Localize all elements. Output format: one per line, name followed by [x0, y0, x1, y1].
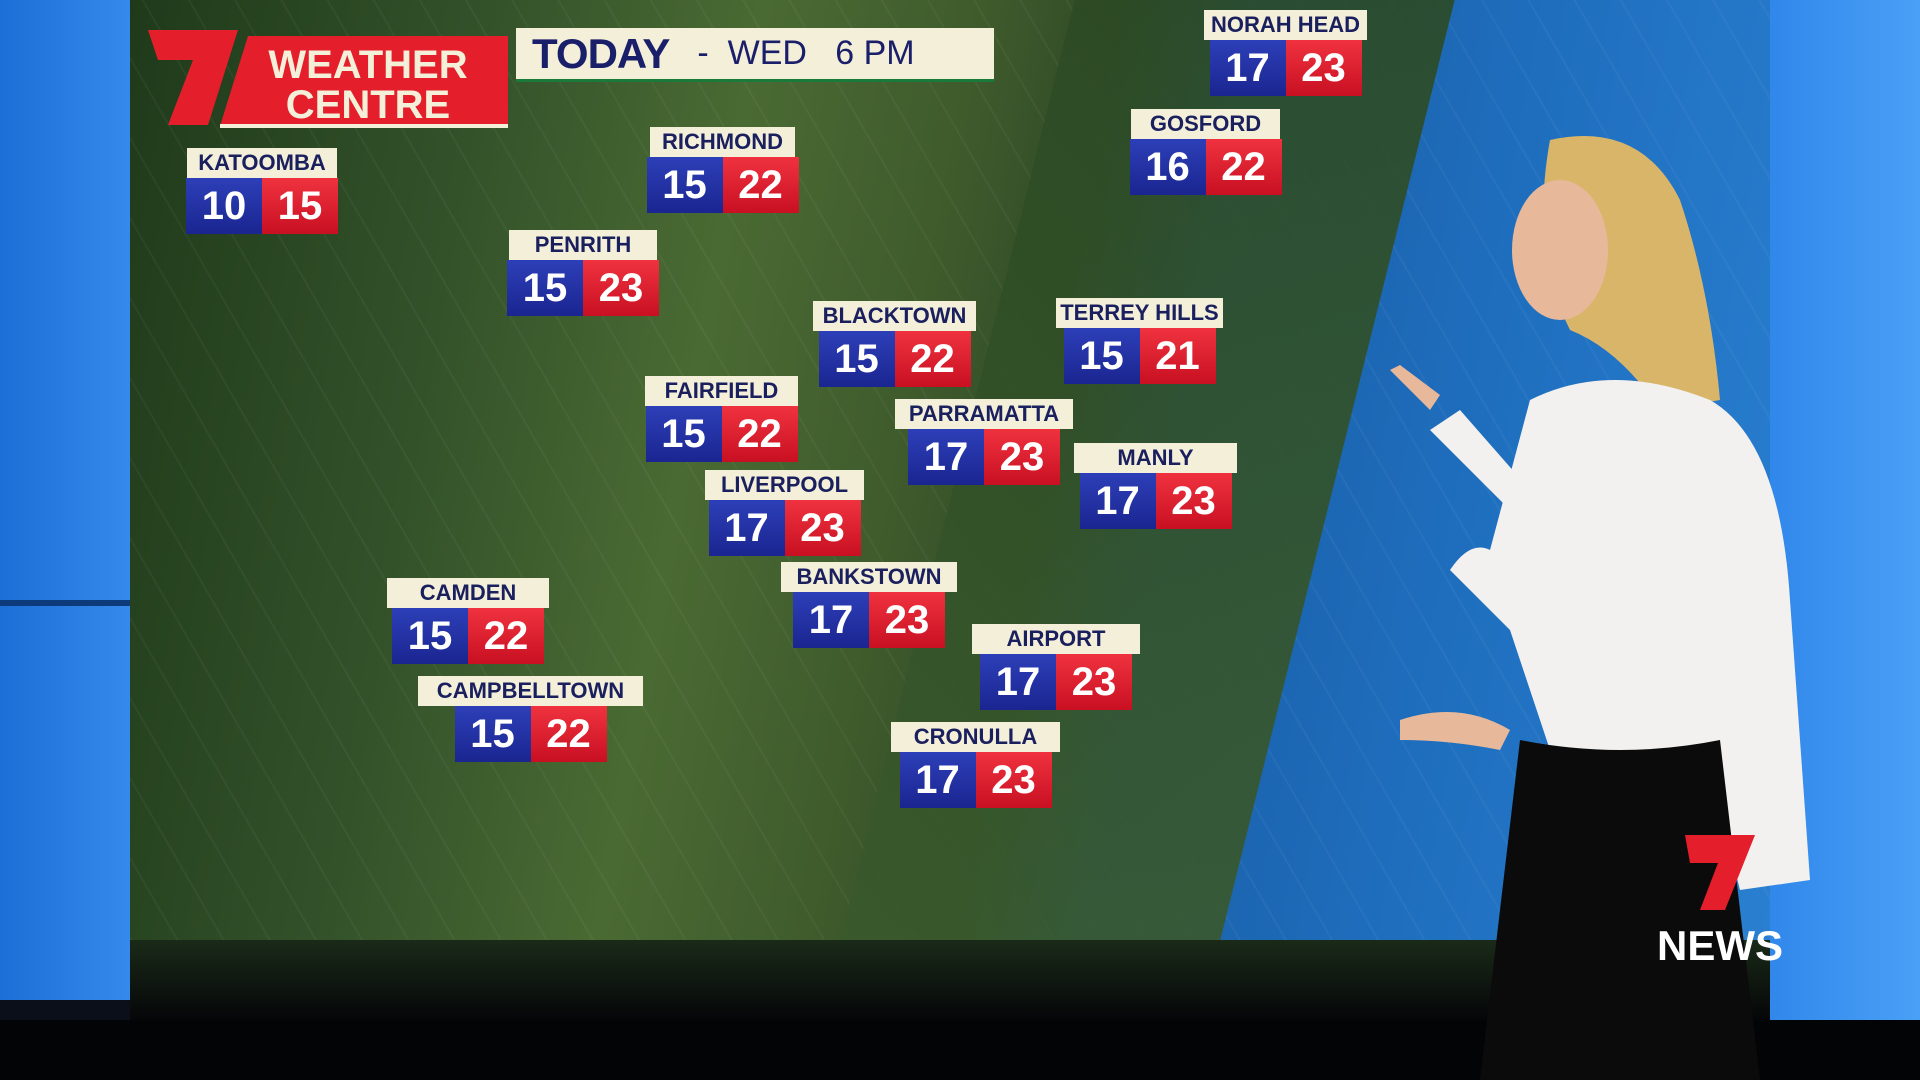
station-forecast: TERREY HILLS 15 21	[1056, 298, 1223, 384]
presenter	[1390, 136, 1810, 1080]
seven-logo-icon	[148, 30, 238, 125]
min-temp: 17	[1079, 473, 1156, 529]
station-name: PENRITH	[509, 230, 657, 260]
7news-logo: NEWS	[1657, 835, 1783, 969]
title-today: TODAY	[532, 29, 670, 77]
station-forecast: AIRPORT 17 23	[972, 624, 1140, 710]
temperature-pair: 15 22	[818, 331, 971, 387]
station-name: NORAH HEAD	[1204, 10, 1367, 40]
seven-logo-icon	[1685, 835, 1755, 910]
station-forecast: CAMPBELLTOWN 15 22	[418, 676, 643, 762]
max-temp: 15	[262, 178, 338, 234]
station-name: PARRAMATTA	[895, 399, 1073, 429]
station-name: BANKSTOWN	[781, 562, 957, 592]
temperature-pair: 17 23	[980, 654, 1132, 710]
station-name: BLACKTOWN	[813, 301, 976, 331]
station-name: CAMPBELLTOWN	[418, 676, 643, 706]
temperature-pair: 15 23	[507, 260, 659, 316]
station-forecast: RICHMOND 15 22	[646, 127, 799, 213]
temperature-pair: 17 23	[899, 752, 1052, 808]
temperature-pair: 15 22	[454, 706, 607, 762]
station-forecast: BLACKTOWN 15 22	[813, 301, 976, 387]
station-forecast: CAMDEN 15 22	[387, 578, 549, 664]
max-temp: 23	[975, 752, 1052, 808]
min-temp: 15	[507, 260, 583, 316]
min-temp: 10	[186, 178, 262, 234]
max-temp: 22	[1205, 139, 1282, 195]
temperature-pair: 16 22	[1129, 139, 1282, 195]
temperature-pair: 15 21	[1063, 328, 1216, 384]
station-forecast: MANLY 17 23	[1074, 443, 1237, 529]
min-temp: 15	[646, 157, 723, 213]
min-temp: 17	[980, 654, 1056, 710]
min-temp: 17	[1209, 40, 1286, 96]
station-forecast: PENRITH 15 23	[507, 230, 659, 316]
station-name: GOSFORD	[1131, 109, 1280, 139]
max-temp: 22	[468, 608, 544, 664]
min-temp: 15	[454, 706, 531, 762]
station-name: CRONULLA	[891, 722, 1060, 752]
temperature-pair: 17 23	[1079, 473, 1232, 529]
max-temp: 23	[984, 429, 1060, 485]
station-name: CAMDEN	[387, 578, 549, 608]
max-temp: 22	[530, 706, 607, 762]
max-temp: 22	[894, 331, 971, 387]
weather-centre-logo: WEATHER CENTRE	[148, 30, 508, 128]
max-temp: 23	[1155, 473, 1232, 529]
temperature-pair: 15 22	[392, 608, 544, 664]
station-name: KATOOMBA	[187, 148, 337, 178]
station-name: TERREY HILLS	[1056, 298, 1223, 328]
station-forecast: KATOOMBA 10 15	[186, 148, 338, 234]
max-temp: 23	[784, 500, 861, 556]
station-name: FAIRFIELD	[645, 376, 798, 406]
brand-line1: WEATHER	[268, 43, 467, 87]
station-name: AIRPORT	[972, 624, 1140, 654]
station-forecast: BANKSTOWN 17 23	[781, 562, 957, 648]
station-forecast: CRONULLA 17 23	[891, 722, 1060, 808]
station-forecast: GOSFORD 16 22	[1129, 109, 1282, 195]
brand-line2: CENTRE	[286, 83, 450, 127]
forecast-title: TODAY - WED 6 PM	[516, 28, 994, 82]
temperature-pair: 17 23	[908, 429, 1060, 485]
temperature-pair: 15 22	[645, 406, 798, 462]
max-temp: 23	[583, 260, 659, 316]
title-time: - WED 6 PM	[697, 34, 915, 72]
station-forecast: PARRAMATTA 17 23	[895, 399, 1073, 485]
news-text: NEWS	[1657, 922, 1783, 969]
temperature-pair: 17 23	[1209, 40, 1362, 96]
station-name: MANLY	[1074, 443, 1237, 473]
max-temp: 22	[721, 406, 798, 462]
min-temp: 17	[708, 500, 785, 556]
temperature-pair: 17 23	[708, 500, 861, 556]
min-temp: 17	[899, 752, 976, 808]
station-name: RICHMOND	[650, 127, 795, 157]
max-temp: 23	[869, 592, 945, 648]
max-temp: 23	[1285, 40, 1362, 96]
min-temp: 17	[793, 592, 869, 648]
station-forecast: LIVERPOOL 17 23	[705, 470, 864, 556]
temperature-pair: 17 23	[793, 592, 945, 648]
min-temp: 15	[645, 406, 722, 462]
station-forecast: NORAH HEAD 17 23	[1204, 10, 1367, 96]
max-temp: 23	[1056, 654, 1132, 710]
min-temp: 15	[392, 608, 468, 664]
min-temp: 15	[818, 331, 895, 387]
station-name: LIVERPOOL	[705, 470, 864, 500]
station-forecast: FAIRFIELD 15 22	[645, 376, 798, 462]
min-temp: 17	[908, 429, 984, 485]
min-temp: 15	[1063, 328, 1140, 384]
temperature-pair: 10 15	[186, 178, 338, 234]
temperature-pair: 15 22	[646, 157, 799, 213]
max-temp: 22	[722, 157, 799, 213]
min-temp: 16	[1129, 139, 1206, 195]
max-temp: 21	[1139, 328, 1216, 384]
